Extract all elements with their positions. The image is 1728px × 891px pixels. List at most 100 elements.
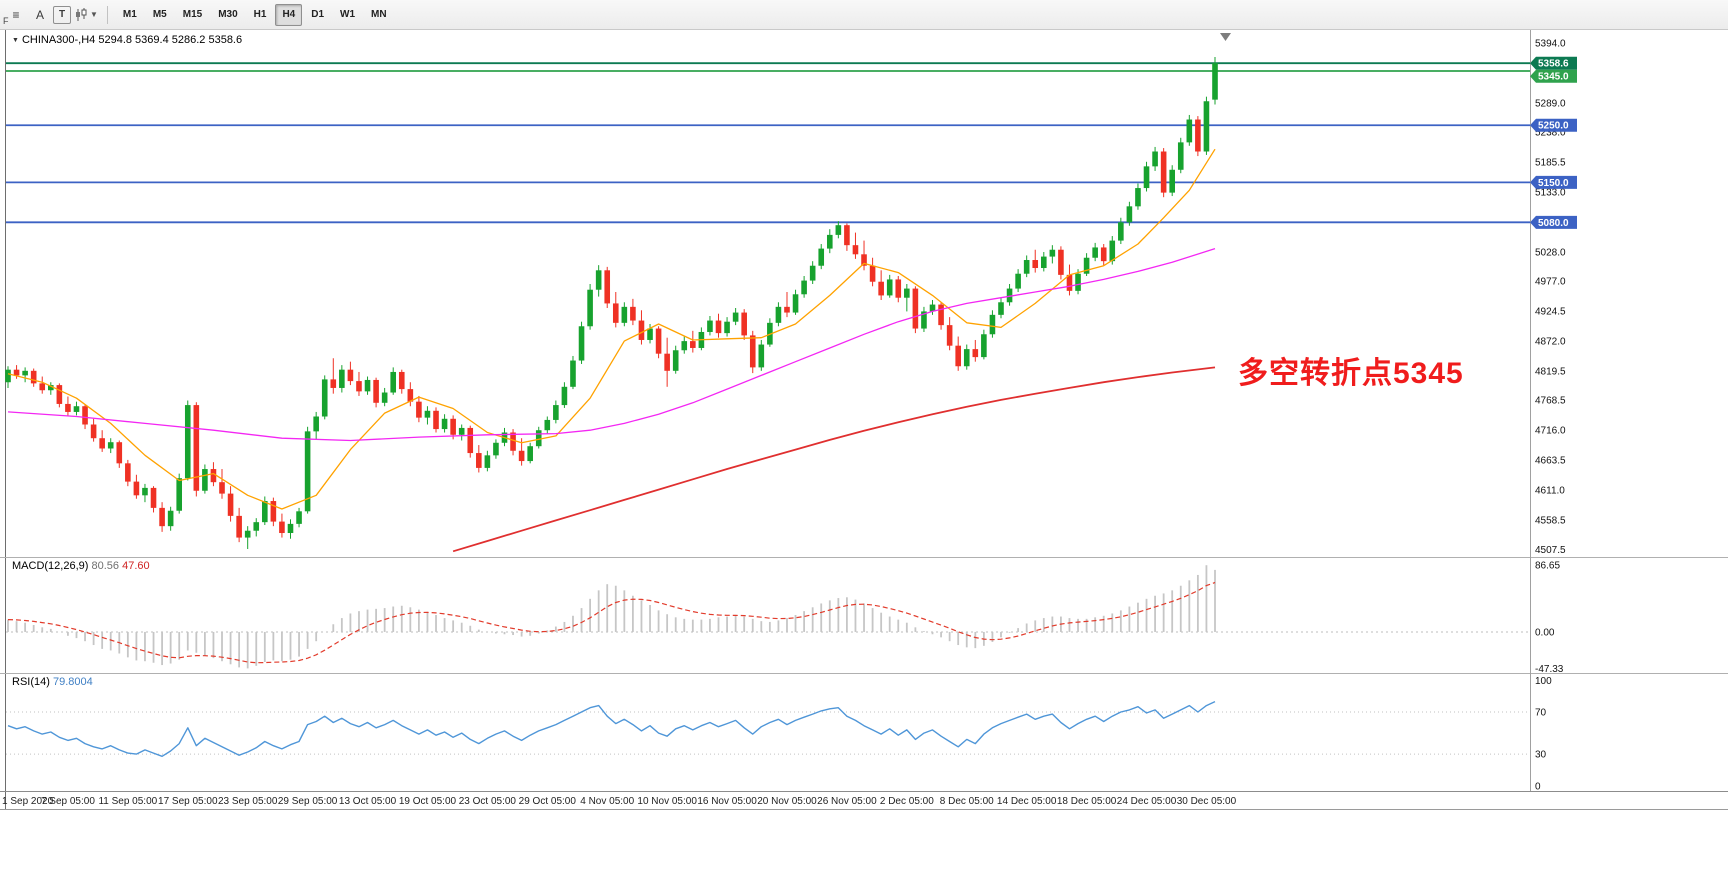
rsi-value: 79.8004 [52,676,93,688]
chart-title: ▼ CHINA300-,H4 5294.8 5369.4 5286.2 5358.… [12,34,242,46]
rsi-level-lines [6,711,1530,755]
svg-text:20 Nov 05:00: 20 Nov 05:00 [757,796,817,807]
svg-text:5238.0: 5238.0 [1535,128,1566,139]
macd-signal-line [7,581,1216,664]
svg-text:5250.0: 5250.0 [1538,121,1569,132]
svg-text:4768.5: 4768.5 [1535,396,1566,407]
svg-text:4872.0: 4872.0 [1535,337,1566,348]
macd-label: MACD(12,26,9) 80.56 47.60 [12,560,150,572]
tf-button-m30[interactable]: M30 [218,9,238,20]
toolbar-separator [106,5,108,24]
svg-text:5289.0: 5289.0 [1535,98,1566,109]
svg-text:5150.0: 5150.0 [1538,178,1569,189]
svg-text:4716.0: 4716.0 [1535,426,1566,437]
ohlc-values: 5294.8 5369.4 5286.2 5358.6 [98,34,243,46]
svg-text:29 Sep 05:00: 29 Sep 05:00 [278,796,338,807]
cursor-tool-label: A [35,7,44,22]
chart-frame [0,30,1728,810]
tf-button-d1[interactable]: D1 [311,9,325,20]
svg-text:30: 30 [1535,750,1547,761]
svg-text:2 Dec 05:00: 2 Dec 05:00 [880,796,934,807]
macd-main-value: 80.56 [91,560,120,572]
candlestick-chart-icon [76,7,87,21]
toolbar-edge-label: F [3,16,9,26]
svg-text:4924.5: 4924.5 [1535,307,1566,318]
chevron-down-icon: ▼ [90,10,98,19]
svg-text:5358.6: 5358.6 [1538,59,1569,70]
tf-button-h4[interactable]: H4 [275,3,303,26]
svg-text:13 Oct 05:00: 13 Oct 05:00 [339,796,397,807]
text-tool-label: T [58,9,66,20]
menu-icon: ≡ [12,7,20,22]
svg-text:86.65: 86.65 [1535,561,1560,572]
svg-text:4663.5: 4663.5 [1535,456,1566,467]
chart-type-button[interactable]: ▼ [73,3,99,27]
svg-text:8 Dec 05:00: 8 Dec 05:00 [940,796,994,807]
svg-text:4507.5: 4507.5 [1535,545,1566,556]
tf-button-h1[interactable]: H1 [253,9,267,20]
price-badge-5250.0: 5250.0 [1530,118,1577,132]
svg-text:29 Oct 05:00: 29 Oct 05:00 [519,796,577,807]
svg-text:17 Sep 05:00: 17 Sep 05:00 [158,796,218,807]
svg-text:4558.5: 4558.5 [1535,516,1566,527]
rsi-axis[interactable]: 100 70 30 0 [1535,676,1552,792]
tf-button-m5[interactable]: M5 [152,9,167,20]
macd-name: MACD(12,26,9) [12,560,89,572]
svg-text:26 Nov 05:00: 26 Nov 05:00 [817,796,877,807]
svg-text:-47.33: -47.33 [1535,664,1564,675]
tf-button-m15[interactable]: M15 [182,9,203,20]
svg-text:100: 100 [1535,676,1552,687]
macd-axis[interactable]: 86.65 0.00 -47.33 [1535,561,1564,675]
chart-shift-marker-icon[interactable] [1220,33,1231,41]
svg-text:16 Nov 05:00: 16 Nov 05:00 [697,796,757,807]
symbol-period-label: CHINA300-,H4 [21,34,96,46]
macd-signal-value: 47.60 [122,560,150,572]
svg-text:0: 0 [1535,781,1541,792]
tf-button-w1[interactable]: W1 [340,9,356,20]
svg-text:5185.5: 5185.5 [1535,158,1566,169]
rsi-name: RSI(14) [12,676,50,688]
svg-text:4819.5: 4819.5 [1535,367,1566,378]
price-badge-5358.6: 5358.6 [1530,56,1577,70]
macd-histogram [7,565,1216,669]
svg-text:19 Oct 05:00: 19 Oct 05:00 [399,796,457,807]
chart-list-icon[interactable]: ≡ [5,3,27,27]
svg-text:70: 70 [1535,707,1547,718]
svg-text:14 Dec 05:00: 14 Dec 05:00 [997,796,1057,807]
svg-text:7 Sep 05:00: 7 Sep 05:00 [41,796,95,807]
ma-mid-line [7,247,1216,442]
cursor-tool-button[interactable]: A [29,3,51,27]
svg-text:4977.0: 4977.0 [1535,277,1566,288]
price-badge-5345.0: 5345.0 [1530,69,1577,83]
svg-text:5133.0: 5133.0 [1535,188,1566,199]
svg-text:23 Sep 05:00: 23 Sep 05:00 [218,796,278,807]
svg-text:5028.0: 5028.0 [1535,248,1566,259]
ma-fast-line [7,148,1216,510]
text-tool-button[interactable]: T [53,5,71,24]
svg-text:4 Nov 05:00: 4 Nov 05:00 [580,796,634,807]
price-axis[interactable]: 5394.0 5289.0 5238.0 5185.5 5133.0 5028.0 4977… [1535,38,1566,555]
svg-text:0.00: 0.00 [1535,627,1555,638]
svg-text:24 Dec 05:00: 24 Dec 05:00 [1117,796,1177,807]
svg-text:5345.0: 5345.0 [1538,72,1569,83]
price-badge-5150.0: 5150.0 [1530,175,1577,189]
rsi-line [7,700,1216,757]
tf-button-mn[interactable]: MN [371,9,387,20]
svg-text:11 Sep 05:00: 11 Sep 05:00 [98,796,157,807]
svg-text:1 Sep 2020: 1 Sep 2020 [2,796,54,807]
price-annotation: 多空转折点5345 [1238,357,1464,390]
price-badge-5080.0: 5080.0 [1530,215,1577,229]
svg-text:18 Dec 05:00: 18 Dec 05:00 [1057,796,1117,807]
svg-text:4611.0: 4611.0 [1535,486,1565,497]
tf-button-m1[interactable]: M1 [122,9,137,20]
candles-series [5,57,1218,550]
svg-text:10 Nov 05:00: 10 Nov 05:00 [637,796,697,807]
toolbar: ≡ A T ▼ M1 M5 M15 M30 H1 H4 D1 W1 MN F [0,0,1728,30]
svg-text:5394.0: 5394.0 [1535,38,1566,49]
svg-text:23 Oct 05:00: 23 Oct 05:00 [459,796,517,807]
rsi-label: RSI(14) 79.8004 [12,676,93,688]
svg-text:5080.0: 5080.0 [1538,218,1569,229]
ma-slow-line [452,366,1216,553]
